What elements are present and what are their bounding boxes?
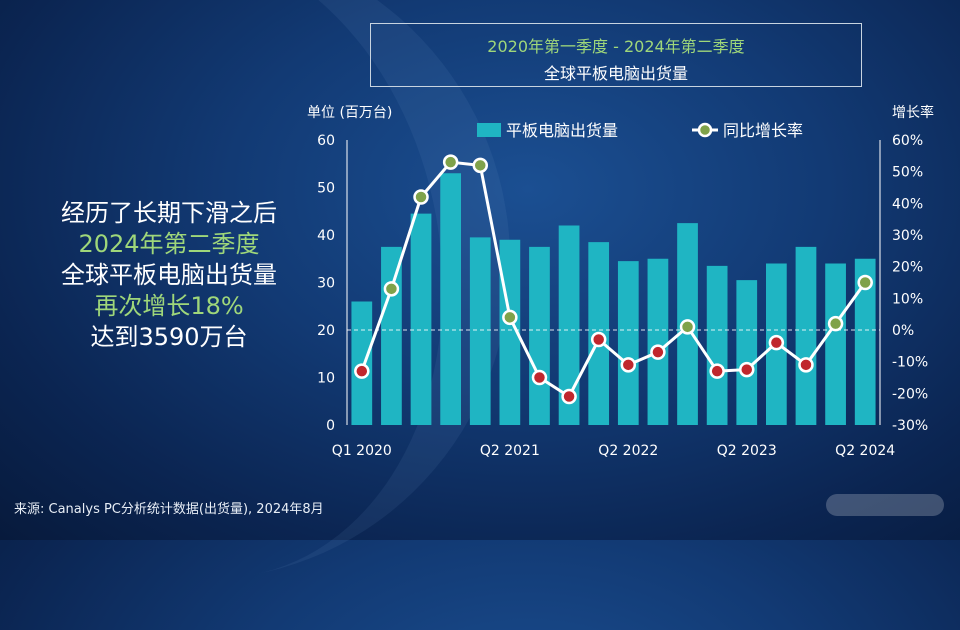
growth-point xyxy=(739,361,755,378)
growth-point xyxy=(531,369,548,386)
growth-point xyxy=(442,154,459,170)
growth-point xyxy=(679,319,696,335)
legend-line-label: 同比增长率 xyxy=(723,121,803,140)
growth-point xyxy=(383,281,400,297)
x-tick-label: Q2 2024 xyxy=(835,443,895,459)
bar xyxy=(381,246,402,425)
x-tick-label: Q1 2020 xyxy=(332,443,392,459)
growth-point xyxy=(650,344,666,360)
y-tick-right: 30% xyxy=(892,228,923,244)
summary-line-1: 经历了长期下滑之后 xyxy=(61,199,277,227)
growth-point xyxy=(857,274,873,291)
y-tick-left: 60 xyxy=(317,133,335,149)
legend-bar-swatch xyxy=(477,123,501,137)
source-note: 来源: Canalys PC分析统计数据(出货量), 2024年8月 xyxy=(14,502,324,517)
growth-point xyxy=(472,157,488,174)
y-tick-right: 0% xyxy=(892,323,914,339)
y-axis-right-title: 增长率 xyxy=(892,104,934,121)
growth-point xyxy=(620,357,637,373)
summary-line-2: 2024年第二季度 xyxy=(78,230,260,258)
growth-point xyxy=(768,334,785,351)
growth-line xyxy=(360,160,867,399)
y-tick-left: 20 xyxy=(317,323,335,339)
bar xyxy=(795,246,817,425)
y-tick-right: 10% xyxy=(892,291,923,307)
bar xyxy=(706,265,728,425)
watermark xyxy=(826,494,944,516)
chart-title-main: 全球平板电脑出货量 xyxy=(543,64,688,83)
y-tick-right: 20% xyxy=(892,260,923,276)
bar xyxy=(825,263,846,425)
bar xyxy=(351,301,373,425)
y-tick-right: 50% xyxy=(892,165,923,181)
bar xyxy=(529,246,550,425)
bar xyxy=(440,173,462,425)
growth-point xyxy=(590,331,607,348)
y-tick-right: -30% xyxy=(892,418,928,434)
legend-line-marker xyxy=(697,122,713,138)
growth-point xyxy=(827,315,844,332)
y-tick-right: -20% xyxy=(892,386,928,402)
summary-line-5: 达到3590万台 xyxy=(90,323,248,351)
y-tick-left: 50 xyxy=(317,181,335,197)
y-tick-left: 40 xyxy=(317,228,335,244)
growth-point xyxy=(798,357,814,373)
growth-point xyxy=(502,309,518,326)
bar xyxy=(469,237,491,425)
y-tick-left: 30 xyxy=(317,276,335,292)
chart-title-period: 2020年第一季度 - 2024年第二季度 xyxy=(487,37,745,56)
x-tick-label: Q2 2022 xyxy=(598,443,658,459)
bar xyxy=(410,213,432,425)
growth-point xyxy=(561,388,577,405)
y-tick-right: -10% xyxy=(892,355,928,371)
summary-text: 经历了长期下滑之后 2024年第二季度 全球平板电脑出货量 再次增长18% 达到… xyxy=(10,198,328,353)
y-axis-left-title: 单位 (百万台) xyxy=(307,105,392,121)
x-tick-label: Q2 2021 xyxy=(480,443,540,459)
bar xyxy=(854,258,876,425)
y-tick-left: 0 xyxy=(326,418,335,434)
growth-point xyxy=(413,189,429,205)
legend-bar-label: 平板电脑出货量 xyxy=(506,121,618,140)
summary-line-4: 再次增长18% xyxy=(94,292,244,320)
bar xyxy=(617,261,639,425)
y-tick-right: 40% xyxy=(892,196,923,212)
shipment-chart: 0 10 20 30 40 50 60 -30% -20% -10% 0% 10% 20% 30% 40% 5… xyxy=(307,104,934,459)
summary-line-3: 全球平板电脑出货量 xyxy=(61,261,277,289)
bar xyxy=(647,258,669,425)
growth-point xyxy=(354,363,370,379)
chart-title-box: 2020年第一季度 - 2024年第二季度 全球平板电脑出货量 xyxy=(370,23,862,87)
y-tick-left: 10 xyxy=(317,371,335,387)
bar xyxy=(558,225,580,425)
x-tick-label: Q2 2023 xyxy=(717,443,777,459)
bar xyxy=(736,280,758,425)
growth-point xyxy=(709,363,725,379)
y-tick-right: 60% xyxy=(892,133,923,149)
